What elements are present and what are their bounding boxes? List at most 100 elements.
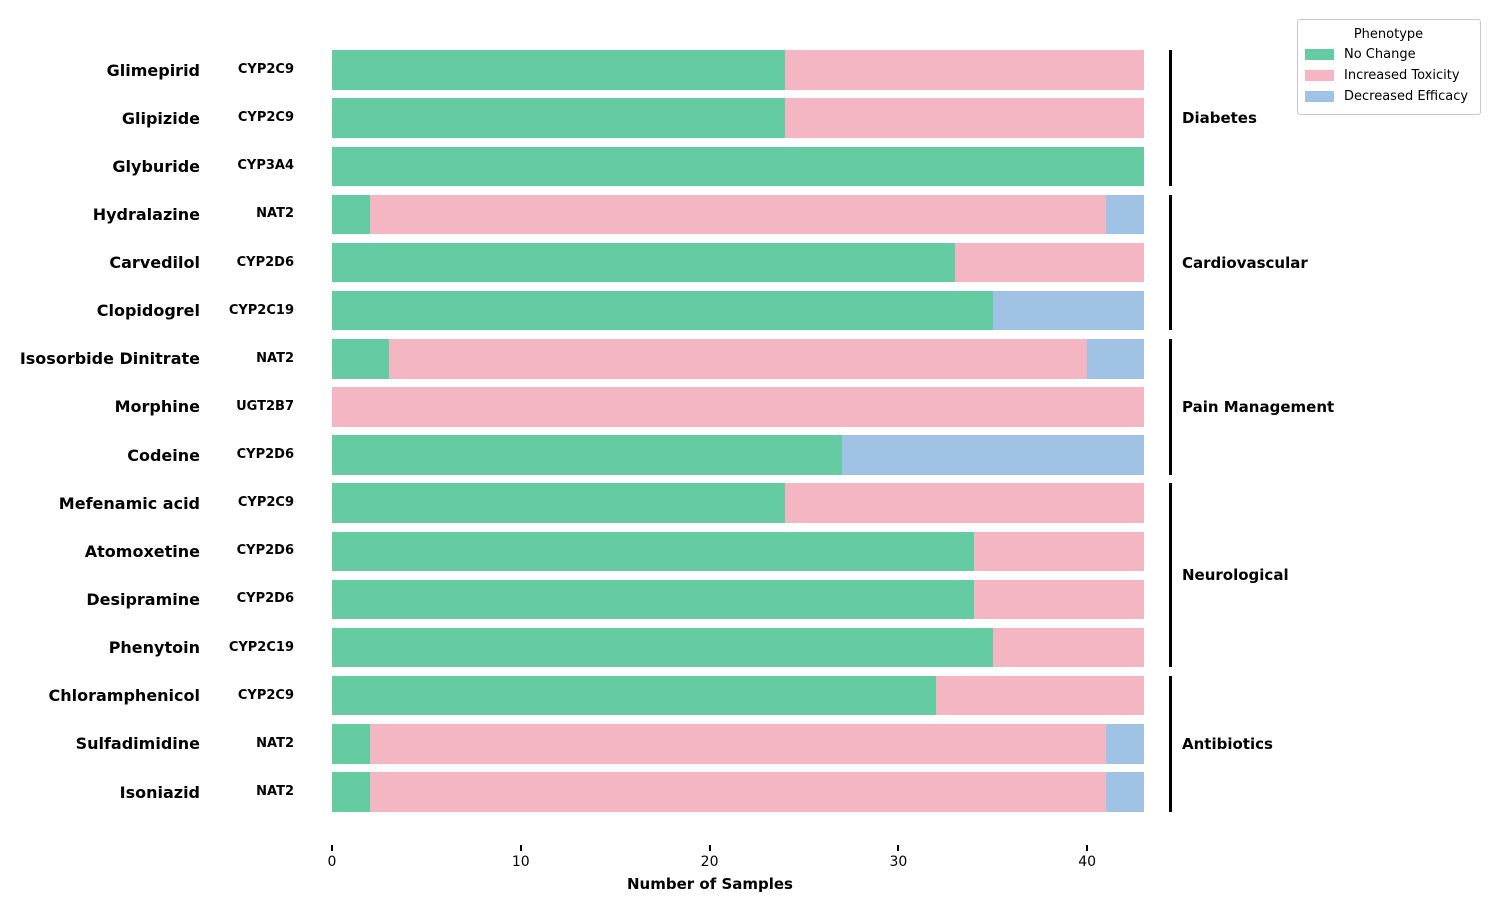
legend-entry-increased-toxicity: Increased Toxicity [1305,65,1472,86]
bar-increased-toxicity [785,483,1144,523]
bar-increased-toxicity [992,627,1144,668]
gene-label: CYP2C9 [237,687,294,703]
bar-no-change [332,531,974,572]
x-tick [708,845,711,851]
group-bracket-diabetes [1169,50,1172,187]
decreased-efficacy-swatch-icon [1305,91,1334,102]
drug-label-codeine: Codeine [127,445,200,465]
bar-decreased-efficacy [1106,772,1144,812]
bar-no-change [332,435,842,475]
drug-label-hydralazine: Hydralazine [92,204,200,224]
drug-label-isoniazid: Isoniazid [119,782,200,802]
bar-increased-toxicity [332,387,1144,427]
gene-label: CYP2D6 [236,447,294,463]
x-tick-label: 40 [1078,854,1097,870]
group-label-neurological: Neurological [1182,566,1289,585]
bar-decreased-efficacy [992,290,1144,331]
gene-label: CYP2D6 [236,254,294,270]
gene-label: CYP2C9 [237,495,294,511]
drug-label-isosorbide-dinitrate: Isosorbide Dinitrate [19,349,200,369]
increased-toxicity-swatch-icon [1305,70,1334,81]
x-tick-label: 10 [511,854,530,870]
bar-no-change [332,242,956,283]
group-bracket-pain-management [1169,339,1172,475]
bar-no-change [332,675,937,716]
x-tick [331,845,333,851]
gene-label: CYP2C9 [237,62,294,78]
bar-no-change [332,627,993,668]
bar-increased-toxicity [973,531,1144,572]
bar-decreased-efficacy [1106,194,1144,235]
gene-label: NAT2 [256,206,294,222]
drug-label-phenytoin: Phenytoin [108,638,200,658]
bar-no-change [332,579,974,620]
bar-increased-toxicity [388,339,1088,379]
gene-label: CYP2C19 [228,302,294,318]
gene-label: CYP2C9 [237,110,294,126]
group-label-pain-management: Pain Management [1182,397,1335,416]
bar-no-change [332,772,370,812]
bar-decreased-efficacy [1087,339,1144,379]
bar-no-change [332,483,786,523]
gene-label: CYP3A4 [237,158,294,174]
group-label-diabetes: Diabetes [1182,109,1257,128]
bar-increased-toxicity [936,675,1144,716]
drug-label-desipramine: Desipramine [86,589,200,609]
x-tick [519,845,522,851]
x-axis-label: Number of Samples [627,875,793,893]
bar-no-change [332,50,786,90]
drug-label-morphine: Morphine [114,397,200,417]
bar-no-change [332,724,370,764]
bar-no-change [332,194,370,235]
legend: Phenotype No Change Increased Toxicity Dec… [1297,19,1481,115]
drug-label-atomoxetine: Atomoxetine [84,541,200,561]
bar-decreased-efficacy [841,435,1144,475]
legend-entry-label: Increased Toxicity [1344,68,1460,83]
legend-title: Phenotype [1353,27,1424,42]
gene-label: CYP2C19 [228,639,294,655]
legend-entry-label: Decreased Efficacy [1344,89,1469,104]
gene-label: UGT2B7 [236,398,294,414]
legend-entry-label: No Change [1344,47,1416,62]
bar-increased-toxicity [785,50,1144,90]
group-label-antibiotics: Antibiotics [1182,734,1273,753]
gene-label: CYP2D6 [236,543,294,559]
drug-label-glyburide: Glyburide [112,156,200,176]
group-bracket-cardiovascular [1169,194,1172,331]
drug-label-sulfadimidine: Sulfadimidine [75,734,200,754]
x-tick [1086,845,1089,851]
no-change-swatch-icon [1305,49,1334,60]
bar-no-change [332,146,1144,187]
x-tick-label: 0 [327,854,337,870]
drug-label-glipizide: Glipizide [121,108,200,128]
group-label-cardiovascular: Cardiovascular [1182,253,1308,272]
x-tick-label: 20 [700,854,719,870]
bar-no-change [332,98,786,138]
x-tick-label: 30 [889,854,908,870]
x-tick [897,845,900,851]
bar-decreased-efficacy [1106,724,1144,764]
bar-increased-toxicity [369,772,1107,812]
gene-label: NAT2 [256,784,294,799]
legend-entry-no-change: No Change [1305,44,1472,65]
drug-label-glimepirid: Glimepirid [106,60,200,80]
legend-entry-decreased-efficacy: Decreased Efficacy [1305,86,1472,107]
gene-label: NAT2 [256,350,294,366]
drug-label-chloramphenicol: Chloramphenicol [48,686,201,706]
bar-increased-toxicity [369,724,1107,764]
drug-label-carvedilol: Carvedilol [109,253,200,273]
bar-increased-toxicity [785,98,1144,138]
gene-label: NAT2 [256,735,294,751]
bar-increased-toxicity [955,242,1144,283]
bar-no-change [332,290,993,331]
group-bracket-neurological [1169,483,1172,668]
drug-label-mefenamic-acid: Mefenamic acid [58,493,200,513]
gene-label: CYP2D6 [236,591,294,607]
group-bracket-antibiotics [1169,675,1172,812]
bar-increased-toxicity [369,194,1107,235]
bar-no-change [332,339,389,379]
drug-label-clopidogrel: Clopidogrel [96,301,200,321]
bar-increased-toxicity [973,579,1144,620]
legend-entries: No Change Increased Toxicity Decreased Eff… [1305,44,1472,107]
